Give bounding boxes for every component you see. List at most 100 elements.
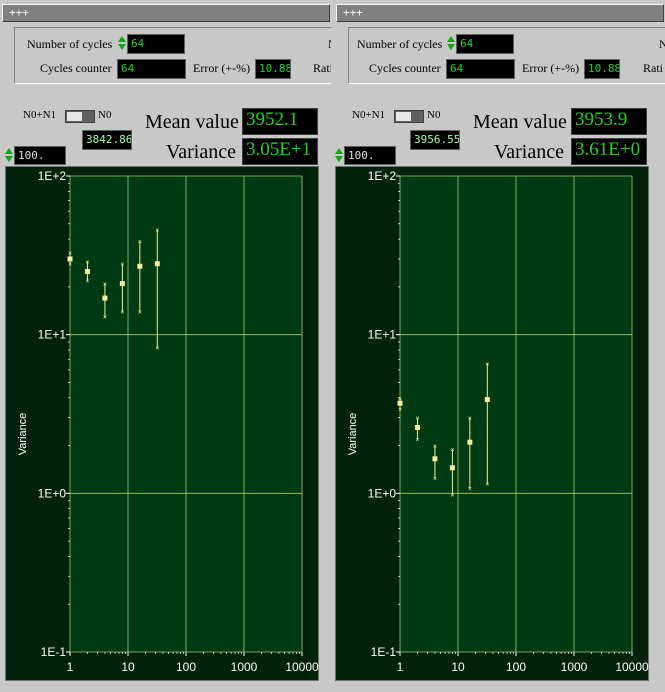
- scale-spinner[interactable]: [334, 146, 344, 166]
- error-field: 10.88: [584, 59, 620, 79]
- mean-value-label: Mean value: [145, 111, 239, 133]
- error-cap-bottom: ×: [68, 262, 72, 269]
- settings-box: Number of cycles 64 N Cycles counter 64 …: [348, 27, 665, 84]
- data-point: [102, 295, 108, 301]
- error-cap-top: ×: [398, 396, 402, 403]
- x-tick-label: 10000: [285, 660, 319, 674]
- error-label: Error (+-%): [193, 61, 251, 75]
- spin-up-icon[interactable]: [335, 148, 343, 154]
- toggle-left-label: N0+N1: [352, 109, 386, 121]
- mean-small-field: 3956.55: [410, 130, 460, 150]
- variance-field: 3.61E+0: [571, 138, 647, 165]
- spin-up-icon[interactable]: [447, 36, 455, 42]
- n-cycles-field[interactable]: 64: [127, 34, 185, 54]
- x-tick-label: 1000: [561, 660, 588, 674]
- mean-small-field: 3842.86: [82, 130, 132, 150]
- data-point: [414, 424, 420, 430]
- error-label: Error (+-%): [522, 61, 580, 75]
- y-tick-label: 1E+2: [38, 169, 67, 183]
- error-cap-top: ×: [68, 250, 72, 257]
- error-cap-bottom: ×: [103, 315, 107, 322]
- toggle-knob[interactable]: [396, 112, 411, 121]
- panel-right: +++ Number of cycles 64 N Cycles counter…: [334, 0, 665, 692]
- toggle-knob[interactable]: [67, 112, 82, 121]
- n-cycles-spinner[interactable]: [446, 34, 456, 54]
- spin-up-icon[interactable]: [5, 148, 13, 154]
- spin-down-icon[interactable]: [118, 44, 126, 50]
- data-point: [467, 439, 473, 445]
- x-tick-label: 100: [506, 660, 526, 674]
- y-tick-label: 1E+0: [38, 486, 67, 500]
- y-tick-label: 1E-1: [371, 645, 397, 659]
- variance-label: Variance: [494, 141, 564, 163]
- panel-left: +++ Number of cycles 64 N Cycles counter…: [0, 0, 331, 692]
- truncated-label: N: [328, 37, 331, 52]
- data-point: [397, 400, 403, 406]
- data-point: [449, 465, 455, 471]
- error-cap-top: ×: [103, 282, 107, 289]
- scale-field[interactable]: 100.: [14, 146, 66, 165]
- error-cap-bottom: ×: [485, 482, 489, 489]
- error-field: 10.88: [255, 59, 291, 79]
- x-tick-label: 1000: [231, 660, 258, 674]
- x-tick-label: 10000: [615, 660, 649, 674]
- truncated-label: N: [659, 37, 665, 51]
- error-cap-bottom: ×: [155, 346, 159, 353]
- error-cap-bottom: ×: [398, 407, 402, 414]
- data-point: [432, 456, 438, 462]
- error-cap-top: ×: [85, 259, 89, 266]
- n-cycles-field[interactable]: 64: [456, 34, 514, 54]
- cycles-counter-label: Cycles counter: [369, 61, 441, 75]
- error-cap-top: ×: [415, 416, 419, 423]
- mean-value-field: 3952.1: [242, 108, 318, 135]
- cycles-counter-field: 64: [117, 59, 186, 79]
- scale-field[interactable]: 100.: [344, 146, 396, 165]
- toggle-right-label: N0: [427, 109, 441, 121]
- variance-chart: 1 10 100 1000 10000 1E+2 1E+1 1E+0 1E-1 Variance ×…: [335, 166, 649, 681]
- error-cap-top: ×: [433, 444, 437, 451]
- n0-toggle[interactable]: [65, 110, 95, 123]
- x-tick-label: 1: [397, 660, 404, 674]
- data-point: [119, 281, 125, 287]
- spin-up-icon[interactable]: [118, 36, 126, 42]
- error-cap-top: ×: [155, 228, 159, 235]
- spin-down-icon[interactable]: [335, 156, 343, 162]
- cycles-counter-label: Cycles counter: [40, 61, 112, 75]
- data-point: [484, 397, 490, 403]
- y-tick-label: 1E+1: [368, 328, 397, 342]
- error-cap-top: ×: [485, 361, 489, 368]
- variance-chart: 1 10 100 1000 10000 1E+2 1E+1 1E+0 1E-1 Variance ×…: [5, 166, 319, 681]
- x-tick-label: 10: [451, 660, 465, 674]
- cycles-counter-field: 64: [446, 59, 515, 79]
- settings-box: Number of cycles 64 N Cycles counter 64 …: [14, 27, 331, 84]
- variance-label: Variance: [166, 141, 236, 163]
- mean-value-label: Mean value: [473, 111, 567, 133]
- y-axis-label: Variance: [17, 413, 29, 456]
- spin-down-icon[interactable]: [447, 44, 455, 50]
- x-tick-label: 100: [176, 660, 196, 674]
- error-cap-bottom: ×: [468, 486, 472, 493]
- n-cycles-label: Number of cycles: [357, 37, 443, 51]
- panel-title: +++: [2, 4, 330, 22]
- data-point: [67, 256, 73, 262]
- error-cap-bottom: ×: [433, 476, 437, 483]
- toggle-right-label: N0: [98, 109, 112, 121]
- n0-toggle[interactable]: [394, 110, 424, 123]
- n-cycles-spinner[interactable]: [117, 34, 127, 54]
- error-cap-bottom: ×: [415, 437, 419, 444]
- error-cap-bottom: ×: [120, 309, 124, 316]
- error-cap-bottom: ×: [85, 278, 89, 285]
- mean-value-field: 3953.9: [571, 108, 647, 135]
- variance-chart-svg: 1 10 100 1000 10000 1E+2 1E+1 1E+0 1E-1 Variance ×…: [347, 169, 649, 674]
- y-axis-label: Variance: [347, 413, 359, 456]
- ratio-label: Rati: [313, 61, 331, 75]
- error-cap-top: ×: [468, 416, 472, 423]
- spin-down-icon[interactable]: [5, 156, 13, 162]
- variance-chart-svg: 1 10 100 1000 10000 1E+2 1E+1 1E+0 1E-1 Variance ×…: [17, 169, 319, 674]
- y-tick-label: 1E+2: [368, 169, 397, 183]
- x-tick-label: 10: [121, 660, 135, 674]
- ratio-label: Rati: [643, 61, 663, 75]
- n-cycles-label: Number of cycles: [27, 37, 113, 51]
- error-cap-bottom: ×: [138, 309, 142, 316]
- scale-spinner[interactable]: [4, 146, 14, 166]
